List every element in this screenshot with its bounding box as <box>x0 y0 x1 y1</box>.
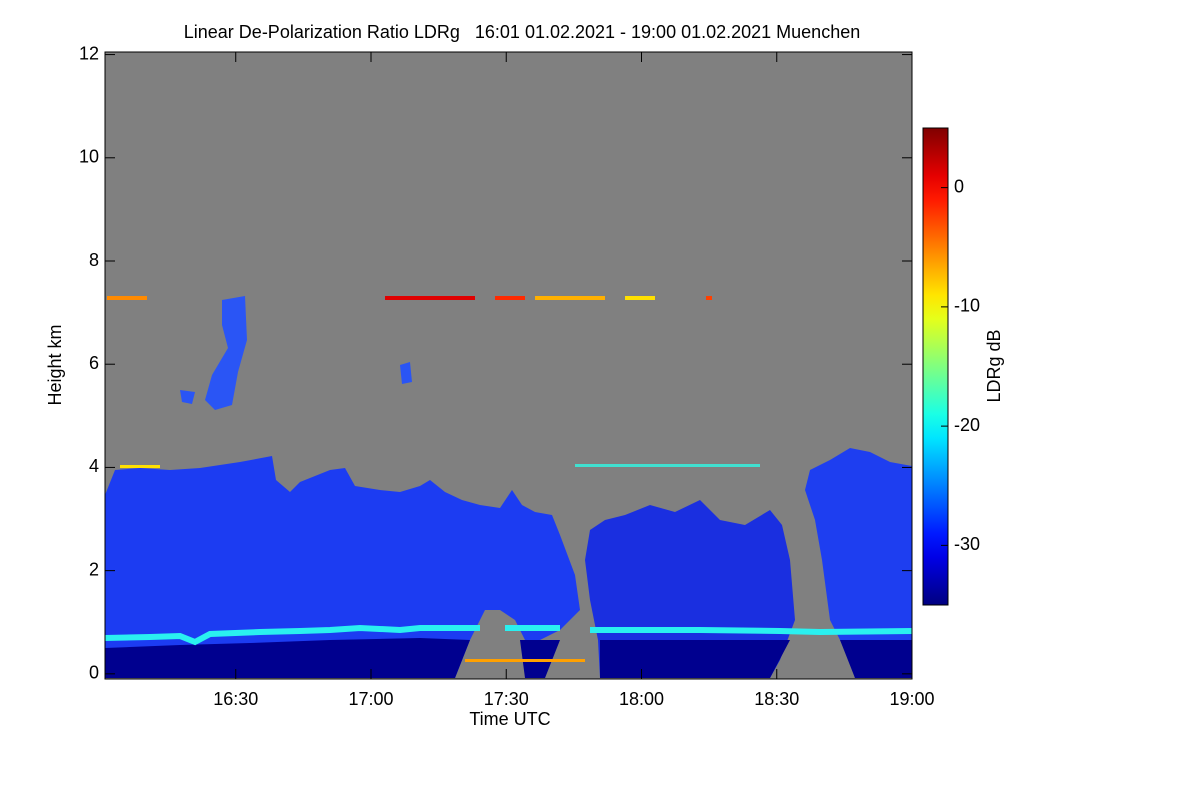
y-tick-label: 8 <box>89 250 99 270</box>
plot-frame <box>104 51 913 680</box>
cirrus-layer <box>120 465 160 468</box>
cirrus-layer <box>535 296 605 300</box>
cirrus-layer <box>495 296 525 300</box>
x-tick-label: 18:30 <box>754 689 799 709</box>
colorbar <box>922 127 949 606</box>
colorbar-tick-label: -20 <box>954 415 980 435</box>
x-axis-label: Time UTC <box>469 709 550 729</box>
y-tick-label: 0 <box>89 663 99 683</box>
low-cloud <box>105 456 580 678</box>
y-axis-label: Height km <box>45 324 65 405</box>
low-cloud <box>805 448 912 678</box>
colorbar-label: LDRg dB <box>984 329 1004 402</box>
x-tick-label: 19:00 <box>889 689 934 709</box>
x-tick-label: 17:00 <box>348 689 393 709</box>
y-tick-label: 4 <box>89 456 99 476</box>
y-tick-label: 12 <box>79 43 99 63</box>
colorbar-tick-label: -10 <box>954 296 980 316</box>
cirrus-layer <box>706 296 712 300</box>
y-tick-label: 2 <box>89 559 99 579</box>
cirrus-layer <box>465 659 585 662</box>
y-tick-label: 10 <box>79 147 99 167</box>
high-cloud <box>205 296 247 410</box>
aerosol-layer <box>105 624 912 646</box>
cirrus-layer <box>575 464 760 467</box>
x-tick-label: 18:00 <box>619 689 664 709</box>
boundary-layer <box>105 638 912 678</box>
chart-title: Linear De-Polarization Ratio LDRg 16:01 … <box>184 22 860 42</box>
x-tick-label: 17:30 <box>484 689 529 709</box>
ldr-field <box>105 296 912 678</box>
colorbar-tick-label: -30 <box>954 534 980 554</box>
colorbar-tick-label: 0 <box>954 176 964 196</box>
cirrus-layer <box>625 296 655 300</box>
cirrus-layer <box>385 296 475 300</box>
x-tick-label: 16:30 <box>213 689 258 709</box>
y-tick-label: 6 <box>89 353 99 373</box>
cirrus-layer <box>107 296 147 300</box>
